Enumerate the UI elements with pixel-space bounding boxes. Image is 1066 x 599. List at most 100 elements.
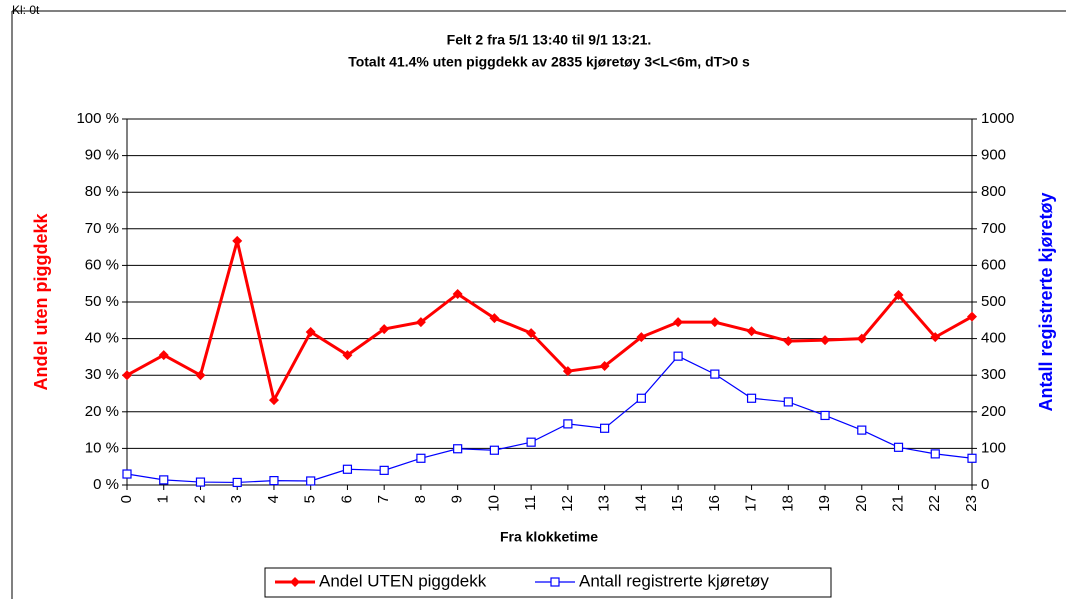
data-point bbox=[930, 332, 941, 343]
data-point bbox=[232, 235, 243, 246]
y-tick-label: 60 % bbox=[85, 256, 119, 273]
data-point bbox=[158, 350, 169, 361]
data-point bbox=[746, 393, 757, 403]
data-point bbox=[820, 335, 831, 346]
y2-tick-label: 700 bbox=[981, 220, 1006, 237]
data-point bbox=[379, 465, 389, 475]
data-point bbox=[783, 336, 794, 347]
x-tick-label: 21 bbox=[889, 495, 906, 512]
x-tick-label: 20 bbox=[853, 495, 870, 512]
x-tick-label: 1 bbox=[155, 495, 172, 503]
x-tick-label: 2 bbox=[191, 495, 208, 503]
x-tick-label: 13 bbox=[596, 495, 613, 512]
data-point bbox=[673, 351, 683, 361]
data-point bbox=[783, 397, 793, 407]
data-point bbox=[195, 477, 206, 487]
data-point bbox=[453, 444, 463, 454]
y-tick-label: 20 % bbox=[85, 403, 119, 420]
data-point bbox=[159, 475, 169, 485]
data-point bbox=[306, 476, 316, 486]
data-point bbox=[710, 369, 720, 379]
data-point bbox=[342, 350, 353, 361]
data-point bbox=[562, 366, 573, 377]
x-tick-label: 11 bbox=[522, 495, 539, 511]
x-tick-label: 18 bbox=[779, 495, 796, 512]
x-tick-label: 9 bbox=[449, 495, 466, 503]
data-point bbox=[416, 453, 426, 463]
x-tick-label: 19 bbox=[816, 495, 833, 512]
x-tick-label: 17 bbox=[743, 495, 760, 512]
y2-tick-label: 0 bbox=[981, 476, 989, 493]
data-point bbox=[379, 324, 390, 335]
y-tick-label: 100 % bbox=[76, 110, 119, 127]
y-tick-label: 10 % bbox=[85, 439, 119, 456]
corner-label: Kl: 0t bbox=[12, 3, 40, 17]
data-point bbox=[526, 437, 536, 447]
y-tick-label: 90 % bbox=[85, 147, 119, 164]
x-tick-label: 14 bbox=[632, 495, 649, 512]
x-tick-label: 15 bbox=[669, 495, 686, 512]
y2-tick-label: 800 bbox=[981, 183, 1006, 200]
data-point bbox=[563, 419, 573, 429]
series-line bbox=[126, 240, 973, 405]
data-point bbox=[600, 423, 610, 433]
x-tick-label: 8 bbox=[412, 495, 429, 503]
y2-axis-label: Antall registrerte kjøretøy bbox=[1036, 192, 1056, 411]
data-point bbox=[857, 425, 867, 435]
data-point bbox=[195, 370, 206, 381]
y2-tick-label: 900 bbox=[981, 147, 1006, 164]
y-tick-label: 50 % bbox=[85, 293, 119, 310]
x-tick-label: 6 bbox=[338, 495, 355, 503]
data-point bbox=[268, 395, 279, 406]
series-line bbox=[126, 355, 973, 484]
x-tick-label: 4 bbox=[265, 495, 282, 503]
x-tick-label: 7 bbox=[375, 495, 392, 503]
y2-tick-label: 400 bbox=[981, 330, 1006, 347]
chart-subtitle: Totalt 41.4% uten piggdekk av 2835 kjøre… bbox=[348, 54, 750, 70]
x-tick-label: 10 bbox=[485, 495, 502, 512]
data-point bbox=[709, 317, 720, 328]
x-tick-label: 16 bbox=[706, 495, 723, 512]
x-tick-label: 5 bbox=[302, 495, 319, 503]
data-point bbox=[820, 410, 830, 421]
x-tick-label: 23 bbox=[963, 495, 980, 512]
data-point bbox=[967, 453, 977, 463]
data-point bbox=[415, 317, 426, 328]
data-point bbox=[342, 464, 353, 474]
data-point bbox=[856, 333, 867, 344]
data-point bbox=[526, 328, 537, 339]
x-tick-label: 0 bbox=[118, 495, 135, 503]
data-point bbox=[599, 361, 610, 372]
y2-tick-label: 300 bbox=[981, 366, 1006, 383]
y-tick-label: 70 % bbox=[85, 220, 119, 237]
x-tick-label: 12 bbox=[559, 495, 576, 512]
data-point bbox=[893, 442, 904, 452]
data-point bbox=[232, 477, 242, 488]
y-tick-label: 30 % bbox=[85, 366, 119, 383]
legend-marker bbox=[290, 577, 300, 587]
data-point bbox=[636, 332, 647, 343]
legend-marker bbox=[550, 577, 560, 587]
data-point bbox=[746, 326, 757, 337]
y-tick-label: 0 % bbox=[93, 476, 119, 493]
y-axis-label: Andel uten piggdekk bbox=[31, 213, 51, 391]
data-point bbox=[930, 449, 940, 459]
y-tick-label: 80 % bbox=[85, 183, 119, 200]
data-point bbox=[269, 476, 279, 486]
y-tick-label: 40 % bbox=[85, 330, 119, 347]
y2-tick-label: 100 bbox=[981, 439, 1006, 456]
data-point bbox=[122, 370, 132, 381]
data-point bbox=[452, 288, 463, 299]
data-point bbox=[122, 469, 132, 479]
legend-label: Antall registrerte kjøretøy bbox=[579, 571, 769, 590]
y2-tick-label: 200 bbox=[981, 403, 1006, 420]
x-axis-label: Fra klokketime bbox=[500, 529, 598, 545]
y2-tick-label: 500 bbox=[981, 293, 1006, 310]
data-point bbox=[893, 290, 904, 301]
data-point bbox=[636, 393, 646, 403]
y2-tick-label: 1000 bbox=[981, 110, 1014, 127]
y2-tick-label: 600 bbox=[981, 256, 1006, 273]
data-point bbox=[489, 313, 500, 324]
data-point bbox=[305, 327, 316, 338]
